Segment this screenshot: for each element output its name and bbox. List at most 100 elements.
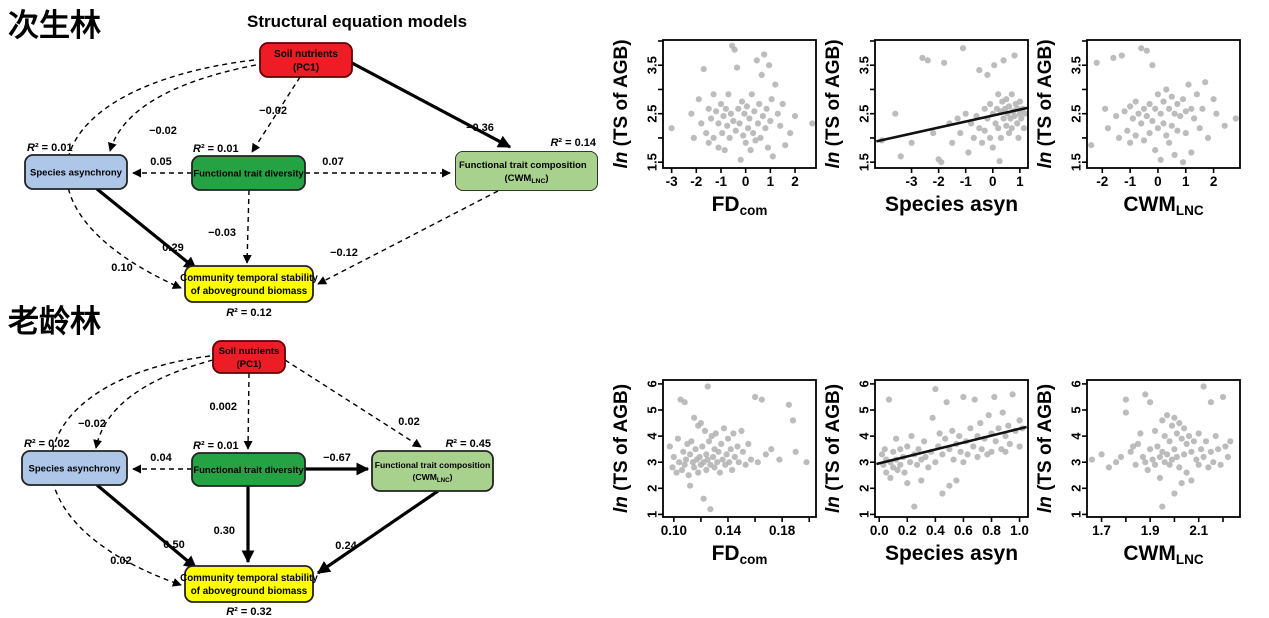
scatter-point [703,130,710,137]
scatter-point [970,134,977,141]
scatter-point [943,399,950,406]
scatter-point [1171,446,1178,453]
scatter-point [1195,461,1202,468]
scatter-point [1181,425,1188,432]
path-coefficient: 0.02 [110,555,131,567]
sem-path-soil-sa [107,64,257,152]
path-coefficient: 0.29 [162,242,183,254]
scatter-plot-5: 0.0 0.2 0.4 0.6 0.8 1.0 1 2 3 4 5 6 Species asyn ln (… [823,379,1029,565]
scatter-point [885,396,893,403]
scatter-point [713,108,720,115]
scatter-point [710,91,717,98]
scatter-point [715,448,722,455]
scatter-point [992,120,999,127]
scatter-point [1178,435,1185,442]
sem-node-ftd: Functional trait diversity [191,452,306,487]
path-coefficient: 0.50 [163,539,184,551]
scatter-point [1199,105,1206,112]
scatter-point [1168,122,1175,129]
y-axis-title: ln (TS of AGB) [823,39,844,168]
scatter-point [1195,430,1202,437]
scatter-point [939,490,946,497]
scatter-point [1016,417,1023,424]
sem-node-soil: Soil nutrients (PC1) [212,340,286,374]
scatter-point [703,451,710,458]
scatter-point [1138,120,1145,127]
x-tick-label: 1.7 [1092,523,1111,538]
scatter-point [777,122,784,129]
scatter-point [791,113,799,120]
scatter-point [695,469,702,476]
scatter-point [996,158,1003,165]
sem-node-sa: Species asynchrony [24,154,128,190]
scatter-point [700,495,707,502]
scatter-point [1146,130,1153,137]
scatter-point [1176,464,1183,471]
scatter-point [987,134,994,141]
y-tick-label: 3 [1068,459,1083,466]
r2-label: R² = 0.14 [550,137,596,149]
y-tick-label: 3.5 [1068,56,1083,74]
scatter-point [1171,151,1178,158]
scatter-point [1182,108,1189,115]
sem-node-label: Soil nutrients [219,346,280,357]
scatter-point [680,448,687,455]
scatter-point [724,435,732,442]
scatter-point [1002,448,1009,455]
scatter-plot-1: -3 -2 -1 0 1 2 1.5 2.5 3.5 FDcom ln (TS of AGB) [611,39,817,218]
scatter-point [1212,433,1219,440]
r2-label: R² = 0.01 [27,142,73,154]
scatter-point [1093,59,1100,66]
scatter-point [768,446,775,453]
scatter-point [1129,115,1136,122]
x-tick-label: 0 [742,174,750,189]
scatter-point [739,448,746,455]
y-tick-label: 4 [856,432,871,440]
scatter-point [754,459,761,466]
scatter-point [769,153,776,160]
scatter-point [685,472,692,479]
path-coefficient: 0.30 [214,525,235,537]
scatter-point [1152,105,1159,112]
scatter-point [668,125,675,132]
scatter-point [974,453,981,461]
r2-label: R² = 0.45 [445,438,491,450]
scatter-point [705,438,713,445]
scatter-point [881,446,888,453]
scatter-point [893,435,900,442]
scatter-point [1018,115,1025,122]
scatter-point [774,110,781,117]
y-tick-label: 4 [644,432,659,440]
scatter-point [1115,134,1123,141]
scatter-point [705,139,712,146]
y-tick-label: 2.5 [856,105,871,123]
x-axis-title: FDcom [712,542,768,567]
scatter-point [878,451,886,458]
scatter-point [1139,453,1146,461]
scatter-point [976,67,983,74]
sem-node-sa: Species asynchrony [21,450,128,486]
path-coefficient: 0.04 [150,452,172,464]
scatter-point [692,446,699,453]
scatter-point [936,430,943,437]
scatter-point [1009,391,1016,398]
scatter-point [1102,105,1109,112]
scatter-point [949,139,956,146]
scatter-point [1138,45,1145,52]
scatter-point [1191,115,1198,122]
scatter-point [1166,139,1173,146]
scatter-point [740,132,747,139]
scatter-point [921,438,928,445]
scatter-point [956,433,963,440]
scatter-point [1183,440,1190,447]
scatter-point [721,147,728,154]
scatter-point [701,427,709,434]
scatter-point [726,459,733,466]
scatter-point [1161,459,1168,466]
y-tick-label: 1 [644,511,659,518]
scatter-point [1105,464,1112,471]
scatter-point [735,105,742,112]
scatter-point [1210,96,1217,103]
scatter-point [1143,47,1150,54]
x-tick-label: 0 [989,174,997,189]
